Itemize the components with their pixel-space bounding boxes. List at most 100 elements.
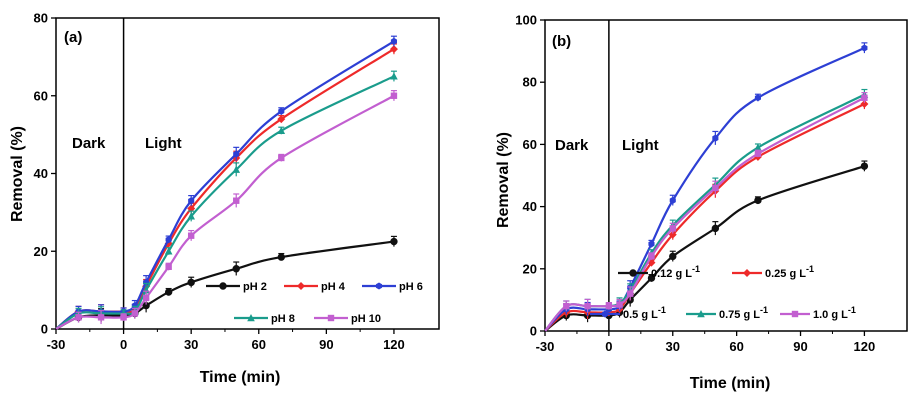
legend-label-b-3: 0.75 g L-1 [719, 305, 768, 321]
series-line-b-3 [544, 93, 865, 332]
legend-marker-b-2 [601, 310, 609, 318]
data-point-a-2-8 [233, 150, 240, 158]
x-tick-label-b-2: 30 [666, 339, 680, 354]
data-point-a-4-6 [165, 263, 172, 270]
legend-marker-b-3 [697, 310, 705, 318]
legend-label-b-1: 0.25 g L-1 [765, 264, 814, 280]
data-point-b-4-10 [861, 94, 868, 101]
legend-superscript-b-3: -1 [760, 305, 768, 315]
data-point-b-4-5 [626, 290, 634, 297]
data-point-a-2-10 [390, 37, 397, 45]
y-tick-label-a-4: 80 [34, 11, 48, 26]
data-point-a-2-9 [278, 107, 285, 115]
data-point-b-4-6 [648, 253, 655, 260]
legend-label-a-0: pH 2 [243, 281, 267, 293]
data-point-a-1-7 [187, 204, 196, 213]
data-point-a-4-8 [233, 197, 240, 204]
data-point-b-4-8 [712, 184, 719, 192]
data-point-a-3-10 [390, 72, 398, 80]
annotation-light-b: Light [622, 137, 659, 154]
y-tick-label-b-2: 40 [523, 199, 537, 214]
data-point-a-3-9 [277, 126, 286, 134]
data-point-b-0-7 [669, 252, 677, 261]
data-point-a-1-9 [277, 115, 286, 124]
legend-superscript-b-2: -1 [658, 305, 666, 315]
y-tick-label-a-3: 60 [34, 88, 48, 103]
data-point-b-0-9 [754, 196, 762, 205]
legend-marker-a-3 [247, 314, 255, 322]
data-point-a-4-1 [75, 314, 82, 321]
data-point-b-2-10 [861, 44, 868, 52]
series-line-a-4 [55, 94, 395, 330]
legend-marker-a-0 [219, 282, 227, 290]
legend-label-b-2: 0.5 g L-1 [623, 305, 666, 321]
data-point-b-2-6 [648, 240, 655, 248]
data-point-a-4-3 [120, 314, 127, 321]
data-point-b-4-1 [563, 302, 570, 310]
data-point-b-0-10 [860, 162, 869, 170]
legend-label-a-4: pH 10 [351, 313, 381, 325]
plot-frame-b [544, 19, 908, 332]
data-point-b-1-10 [860, 99, 869, 108]
y-tick-label-a-0: 0 [41, 322, 48, 337]
x-tick-label-a-4: 90 [319, 337, 333, 352]
legend-marker-a-1 [297, 282, 305, 290]
x-tick-label-a-5: 120 [383, 337, 405, 352]
data-point-a-0-6 [164, 288, 173, 296]
annotation-dark-b: Dark [555, 137, 589, 154]
data-point-a-3-7 [187, 212, 195, 220]
y-tick-label-b-0: 0 [530, 324, 537, 339]
y-axis-label-b: Removal (%) [495, 132, 512, 228]
x-tick-label-b-4: 90 [793, 339, 807, 354]
data-point-a-4-4 [131, 310, 139, 317]
legend-label-a-3: pH 8 [271, 313, 295, 325]
series-line-b-2 [544, 46, 865, 332]
y-tick-label-a-2: 40 [34, 166, 48, 181]
data-point-a-4-7 [187, 232, 195, 239]
panel-label-a: (a) [64, 29, 82, 46]
data-point-a-0-8 [232, 265, 240, 273]
y-tick-label-b-3: 60 [523, 137, 537, 152]
y-axis-label-a: Removal (%) [9, 126, 26, 222]
data-point-b-2-9 [754, 94, 761, 102]
legend-marker-b-1 [743, 269, 751, 277]
data-point-a-4-2 [97, 314, 105, 321]
data-point-b-4-9 [754, 150, 762, 157]
data-point-b-4-7 [669, 225, 676, 232]
legend-label-b-4: 1.0 g L-1 [813, 305, 856, 321]
data-point-a-0-7 [187, 278, 195, 287]
y-tick-label-b-1: 20 [523, 261, 537, 276]
series-line-b-1 [544, 102, 865, 332]
x-tick-label-b-3: 60 [729, 339, 743, 354]
annotation-dark-a: Dark [72, 135, 106, 152]
data-point-a-4-5 [142, 294, 150, 302]
data-point-a-2-5 [143, 278, 150, 286]
data-point-b-1-7 [668, 230, 677, 239]
data-point-b-2-7 [669, 196, 676, 204]
data-point-b-4-2 [584, 302, 591, 310]
legend-superscript-b-1: -1 [806, 264, 814, 274]
data-point-a-0-10 [390, 237, 398, 246]
legend-superscript-b-4: -1 [848, 305, 856, 315]
data-point-a-3-8 [232, 165, 241, 173]
data-point-b-4-3 [605, 302, 613, 310]
legend-marker-b-4 [791, 310, 799, 318]
data-point-b-0-6 [647, 274, 656, 282]
x-tick-label-b-5: 120 [854, 339, 876, 354]
data-point-a-4-9 [278, 154, 285, 162]
y-tick-label-b-4: 80 [523, 75, 537, 90]
x-tick-label-a-0: -30 [47, 337, 66, 352]
legend-marker-b-0 [629, 269, 637, 277]
data-point-a-3-6 [164, 247, 173, 255]
data-point-a-2-7 [188, 197, 195, 205]
legend-label-a-1: pH 4 [321, 281, 346, 293]
legend-superscript-b-0: -1 [692, 264, 700, 274]
x-tick-label-a-2: 30 [184, 337, 198, 352]
data-point-b-4-4 [616, 301, 623, 308]
data-point-a-2-6 [165, 236, 172, 244]
series-line-a-3 [55, 75, 395, 330]
x-axis-label-a: Time (min) [200, 369, 281, 386]
x-tick-label-b-0: -30 [536, 339, 555, 354]
